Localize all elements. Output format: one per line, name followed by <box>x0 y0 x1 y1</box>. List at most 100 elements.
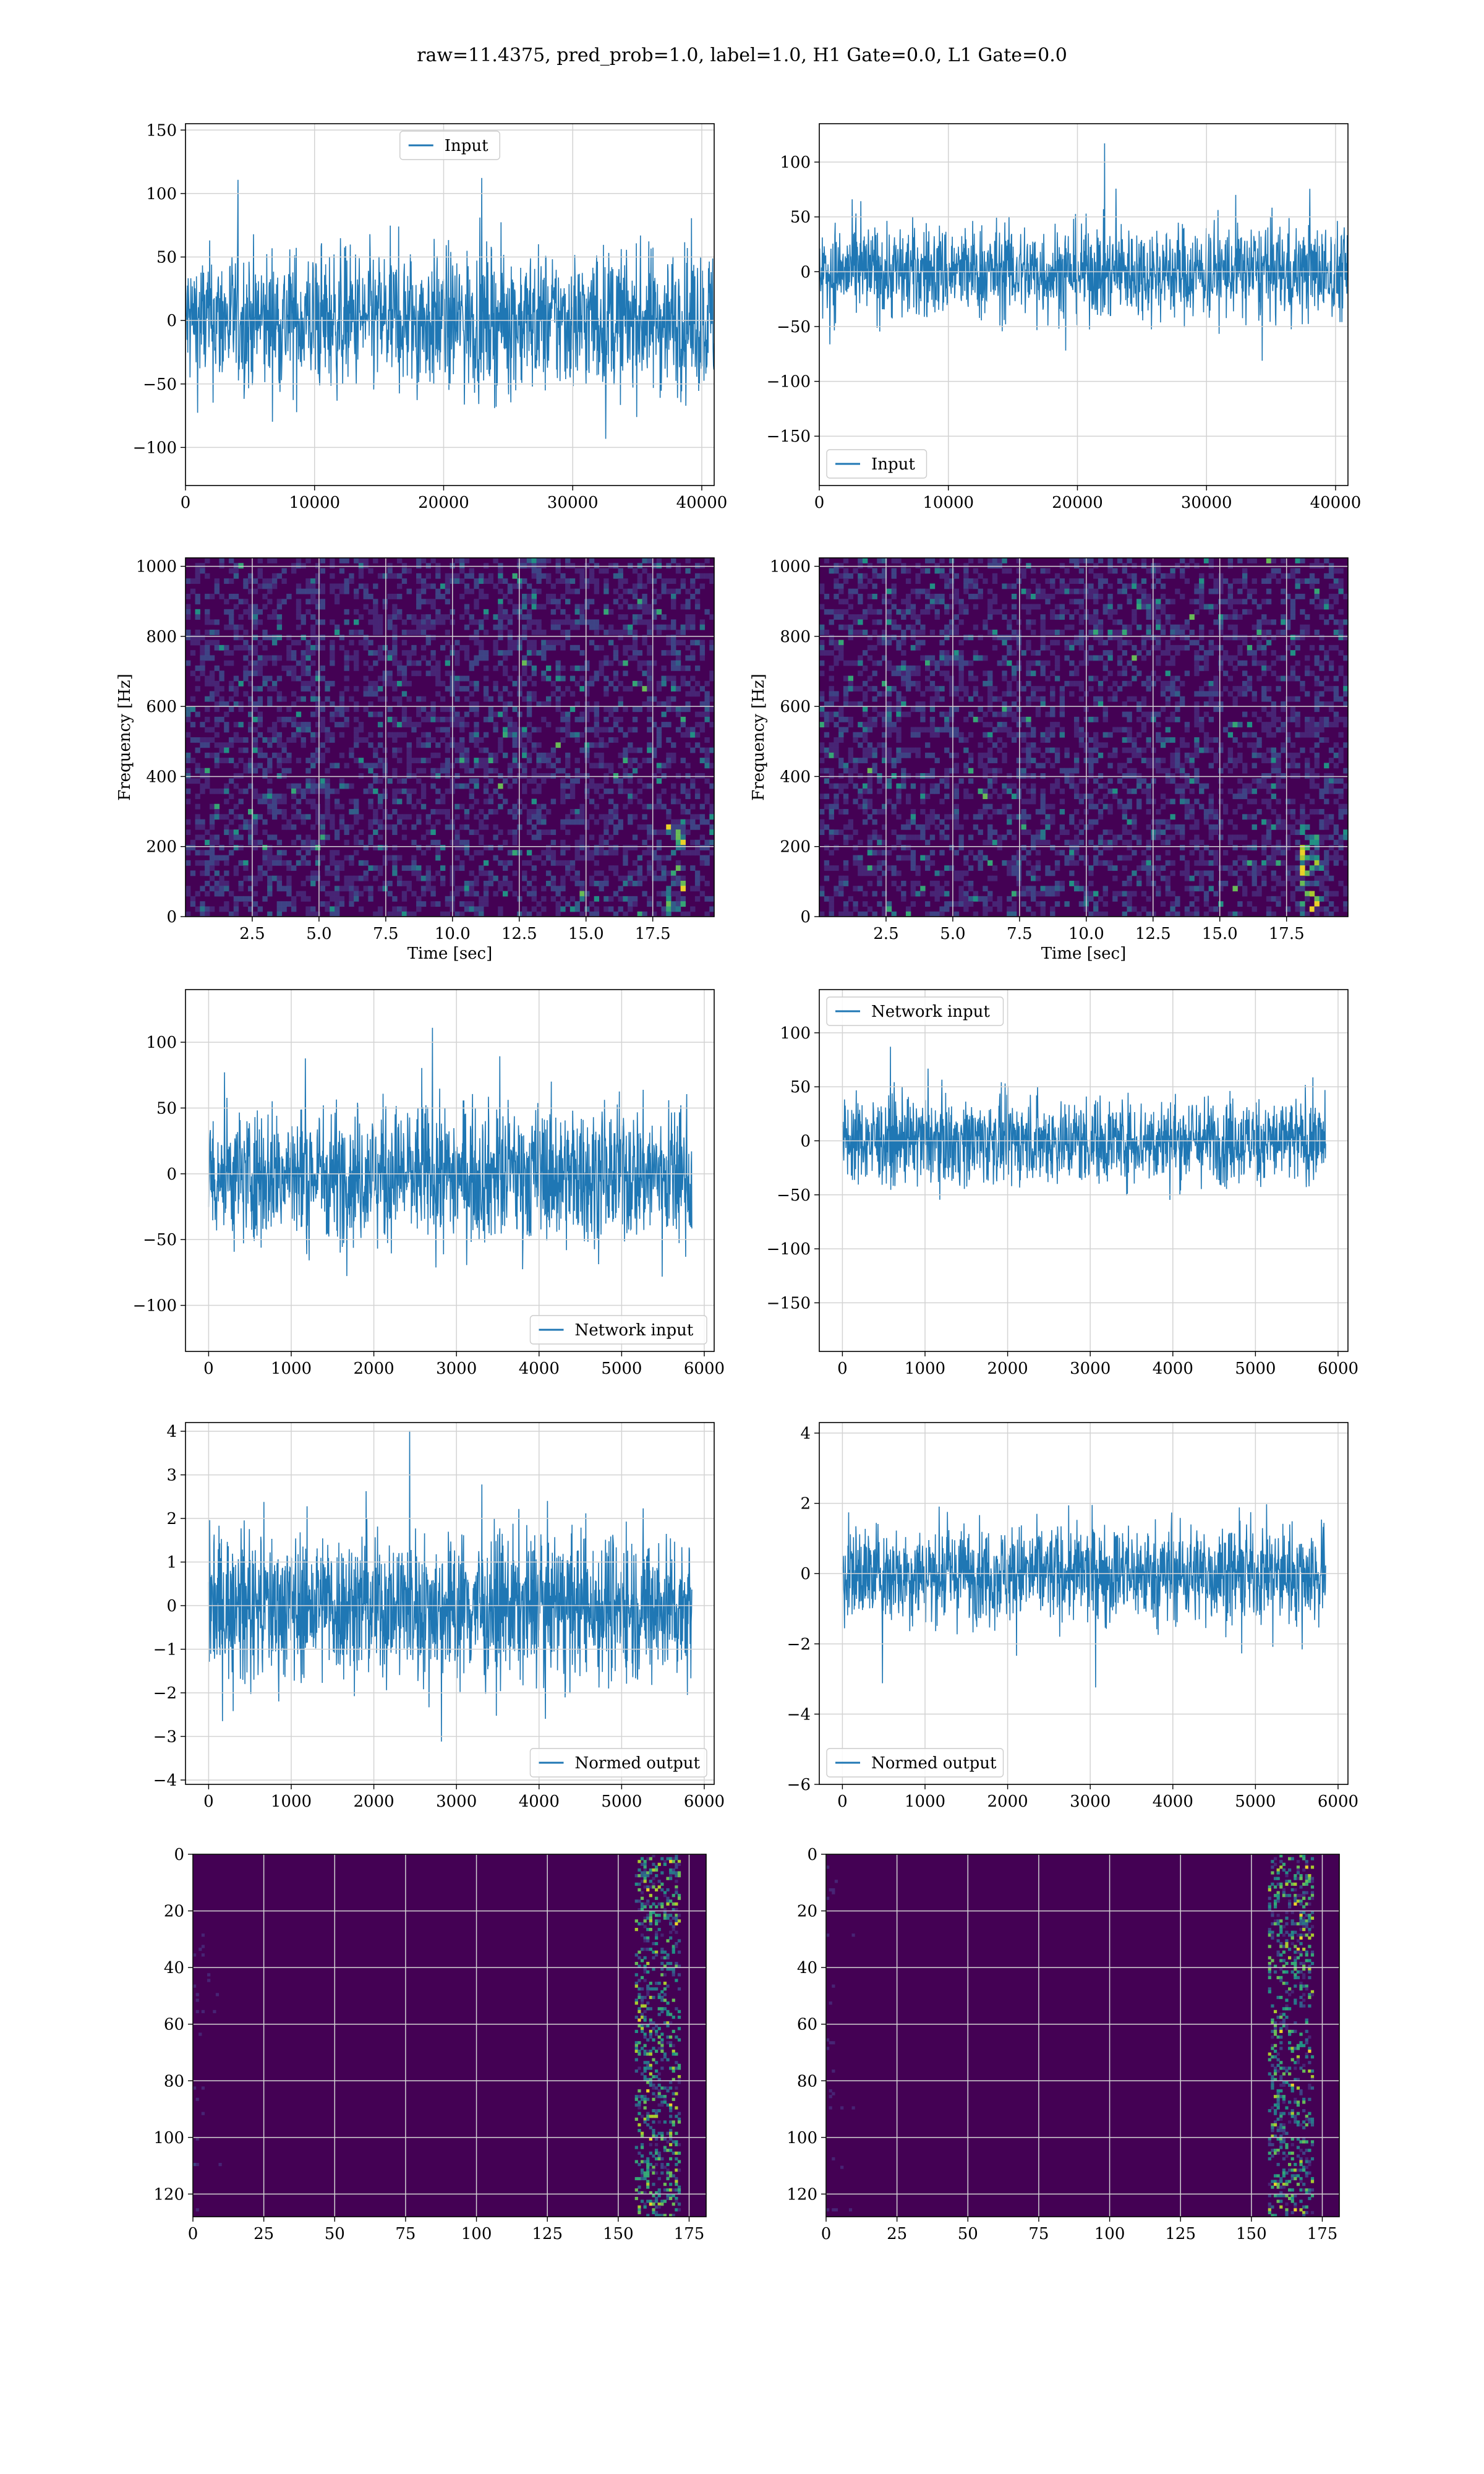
x-tick-label: 175 <box>674 2225 705 2243</box>
heatmap-image <box>193 1854 706 2217</box>
x-tick-label: 7.5 <box>373 925 398 943</box>
y-tick-label: 4 <box>800 1424 811 1443</box>
y-tick-label: 20 <box>797 1903 817 1921</box>
x-tick-label: 0 <box>814 494 825 512</box>
x-tick-label: 30000 <box>547 494 599 512</box>
legend-label: Network input <box>575 1321 694 1340</box>
y-tick-label: 50 <box>156 249 177 267</box>
axes-frame <box>819 989 1349 1352</box>
plot-r5c1: 0 25 50 75 100 125 150 175 0 20 40 60 80 100 120 <box>153 1846 707 2243</box>
legend-label: Input <box>871 455 915 474</box>
x-tick-label: 17.5 <box>635 925 671 943</box>
x-tick-label: 40000 <box>1310 494 1362 512</box>
x-tick-label: 6000 <box>1318 1792 1358 1811</box>
y-tick-label: 100 <box>787 2129 817 2147</box>
x-tick-label: 5.0 <box>940 925 965 943</box>
x-tick-label: 15.0 <box>1202 925 1238 943</box>
y-tick-label: 60 <box>164 2016 184 2034</box>
x-tick-label: 3000 <box>436 1792 477 1811</box>
x-tick-label: 3000 <box>1070 1359 1111 1378</box>
series-line <box>819 143 1348 361</box>
axes-frame <box>825 1854 1340 2217</box>
y-tick-label: 60 <box>797 2016 817 2034</box>
legend: Network input <box>826 996 1004 1026</box>
x-axis-label: Time [sec] <box>407 944 493 963</box>
heatmap-image <box>186 558 714 917</box>
x-tick-label: 25 <box>887 2225 907 2243</box>
x-tick-label: 25 <box>254 2225 274 2243</box>
legend-label: Normed output <box>575 1754 701 1773</box>
x-tick-label: 12.5 <box>501 925 537 943</box>
axes-frame <box>185 989 715 1352</box>
y-tick-label: −150 <box>767 427 811 446</box>
axes-frame <box>192 1854 707 2217</box>
y-tick-label: −6 <box>787 1776 811 1794</box>
x-tick-label: 0 <box>837 1792 848 1811</box>
x-tick-label: 4000 <box>1153 1792 1193 1811</box>
axes-frame <box>185 1422 715 1785</box>
y-tick-label: −3 <box>153 1727 177 1746</box>
y-tick-label: −4 <box>153 1771 177 1790</box>
x-tick-label: 10.0 <box>435 925 471 943</box>
heatmap-image <box>819 558 1348 917</box>
y-tick-label: 0 <box>174 1846 184 1864</box>
x-tick-label: 17.5 <box>1269 925 1305 943</box>
y-tick-label: 50 <box>790 208 811 227</box>
y-tick-label: 0 <box>166 312 177 330</box>
x-tick-label: 5000 <box>601 1359 642 1378</box>
y-tick-label: 80 <box>164 2072 184 2091</box>
y-tick-label: 400 <box>780 768 811 786</box>
x-tick-label: 0 <box>181 494 191 512</box>
y-axis-label: Frequency [Hz] <box>116 674 134 801</box>
y-tick-label: 20 <box>164 1903 184 1921</box>
x-tick-label: 0 <box>203 1359 214 1378</box>
x-tick-label: 150 <box>603 2225 634 2243</box>
y-tick-label: −50 <box>777 1186 811 1205</box>
y-tick-label: 80 <box>797 2072 817 2091</box>
y-tick-label: 120 <box>787 2185 817 2204</box>
y-tick-label: 600 <box>146 698 177 716</box>
plot-r1c2: 0 10000 20000 30000 40000 −150 −100 −50 0 50 100 In… <box>767 123 1362 512</box>
x-tick-label: 2.5 <box>873 925 898 943</box>
plot-r3c2: 0 1000 2000 3000 4000 5000 6000 −150 −100 −50 0 50 1… <box>767 989 1358 1378</box>
x-tick-label: 10000 <box>289 494 340 512</box>
y-tick-label: 1000 <box>136 558 177 576</box>
plot-r1c1: 0 10000 20000 30000 40000 −100 −50 0 50 100 150 Inp… <box>133 121 728 512</box>
y-tick-label: 3 <box>166 1466 177 1485</box>
plot-r3c1: 0 1000 2000 3000 4000 5000 6000 −100 −50 0 50 100 Ne… <box>133 989 725 1378</box>
x-tick-label: 4000 <box>1153 1359 1193 1378</box>
y-tick-label: −100 <box>767 373 811 392</box>
legend: Normed output <box>826 1748 1004 1778</box>
x-tick-label: 40000 <box>676 494 728 512</box>
y-tick-label: 4 <box>166 1423 177 1441</box>
x-tick-label: 5000 <box>1235 1359 1276 1378</box>
y-tick-label: −2 <box>787 1635 811 1654</box>
x-tick-label: 10000 <box>923 494 974 512</box>
axes-frame <box>819 123 1349 486</box>
y-tick-label: −50 <box>143 1231 177 1249</box>
series-line <box>842 1047 1326 1201</box>
x-tick-label: 10.0 <box>1068 925 1104 943</box>
y-tick-label: −150 <box>767 1294 811 1312</box>
legend: Normed output <box>529 1748 707 1778</box>
y-tick-label: 200 <box>780 838 811 857</box>
x-tick-label: 15.0 <box>568 925 604 943</box>
y-tick-label: 40 <box>164 1959 184 1977</box>
x-tick-label: 50 <box>325 2225 345 2243</box>
x-tick-label: 2000 <box>987 1792 1028 1811</box>
y-tick-label: 400 <box>146 768 177 786</box>
x-tick-label: 4000 <box>519 1359 560 1378</box>
y-tick-label: 100 <box>780 1024 811 1043</box>
x-tick-label: 1000 <box>905 1359 945 1378</box>
y-tick-label: 0 <box>800 1132 811 1150</box>
x-tick-label: 3000 <box>1070 1792 1111 1811</box>
y-tick-label: 100 <box>146 185 177 203</box>
y-tick-label: 50 <box>156 1099 177 1118</box>
y-tick-label: −2 <box>153 1684 177 1703</box>
y-tick-label: 0 <box>800 908 811 927</box>
legend-label: Input <box>445 137 488 155</box>
x-tick-label: 4000 <box>519 1792 560 1811</box>
y-tick-label: 0 <box>166 908 177 927</box>
x-tick-label: 7.5 <box>1007 925 1032 943</box>
